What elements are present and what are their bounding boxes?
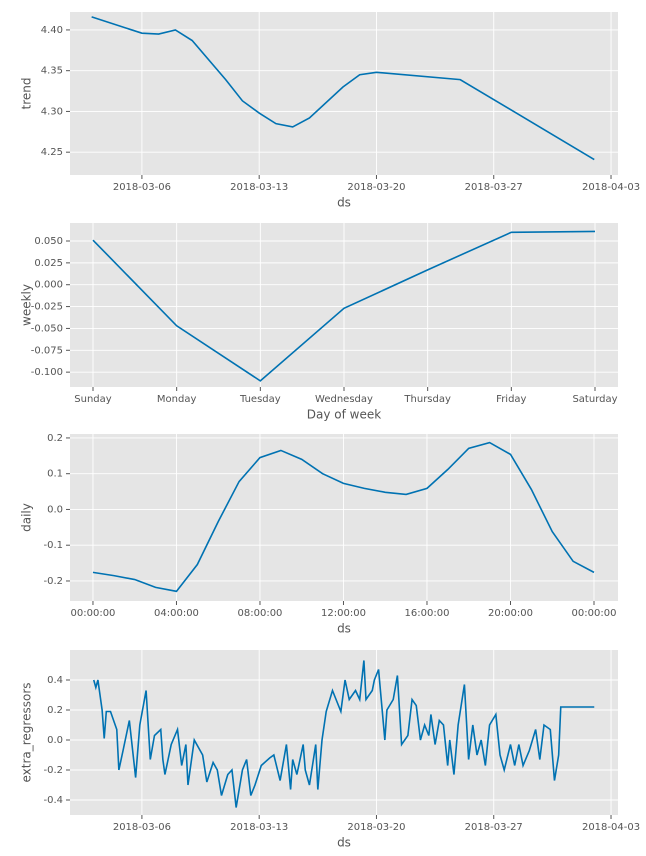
x-tick-label: Thursday [403, 394, 451, 405]
x-axis-label: Day of week [307, 408, 381, 422]
x-tick-label: 16:00:00 [405, 608, 450, 619]
x-tick-label: Sunday [74, 394, 111, 405]
y-tick-label: 0.2 [47, 433, 63, 444]
y-tick-label: 0.4 [47, 675, 63, 686]
x-tick-label: 2018-03-27 [465, 822, 523, 833]
y-tick-label: 0.050 [34, 236, 63, 247]
plot-background [70, 434, 618, 601]
x-tick-label: 12:00:00 [321, 608, 366, 619]
x-tick-label: 2018-03-13 [230, 822, 288, 833]
y-tick-label: -0.2 [43, 576, 63, 587]
y-tick-label: -0.025 [31, 302, 63, 313]
y-tick-label: 0.0 [47, 504, 63, 515]
x-tick-label: 2018-03-06 [113, 822, 171, 833]
x-tick-label: 2018-04-03 [582, 822, 640, 833]
x-tick-label: 00:00:00 [572, 608, 617, 619]
y-tick-label: 0.000 [34, 280, 63, 291]
x-tick-label: 2018-03-13 [230, 182, 288, 193]
data-line [92, 441, 595, 593]
y-tick-label: -0.075 [31, 345, 63, 356]
x-tick-label: 00:00:00 [71, 608, 116, 619]
y-tick-label: 4.35 [41, 66, 63, 77]
x-tick-label: 2018-03-27 [465, 182, 523, 193]
y-tick-label: -0.050 [31, 323, 63, 334]
y-axis-label: extra_regressors [20, 682, 34, 782]
data-line [92, 660, 595, 808]
x-tick-label: Saturday [572, 394, 617, 405]
x-tick-label: Friday [496, 394, 526, 405]
y-tick-label: 0.0 [47, 735, 63, 746]
x-axis-label: ds [337, 622, 351, 636]
x-tick-label: 08:00:00 [238, 608, 283, 619]
y-axis-label: daily [20, 503, 34, 532]
y-tick-label: 0.025 [34, 258, 63, 269]
plot-background [70, 12, 618, 175]
y-tick-label: 0.2 [47, 705, 63, 716]
y-axis-label: weekly [20, 284, 34, 326]
y-tick-label: 4.25 [41, 147, 63, 158]
y-axis-label: trend [20, 78, 34, 110]
y-tick-label: -0.4 [43, 795, 63, 806]
x-tick-label: 2018-03-20 [347, 822, 405, 833]
x-axis-label: ds [337, 196, 351, 210]
x-tick-label: 20:00:00 [488, 608, 533, 619]
y-tick-label: -0.2 [43, 765, 63, 776]
y-tick-label: 4.30 [41, 106, 63, 117]
y-tick-label: -0.1 [43, 540, 63, 551]
y-tick-label: 0.1 [47, 469, 63, 480]
x-tick-label: 2018-04-03 [582, 182, 640, 193]
x-tick-label: Wednesday [315, 394, 373, 405]
x-tick-label: 2018-03-20 [347, 182, 405, 193]
data-line [91, 16, 595, 161]
y-tick-label: 4.40 [41, 25, 63, 36]
x-axis-label: ds [337, 836, 351, 850]
x-tick-label: 04:00:00 [154, 608, 199, 619]
x-tick-label: Monday [157, 394, 197, 405]
x-tick-label: Tuesday [239, 394, 281, 405]
x-tick-label: 2018-03-06 [113, 182, 171, 193]
y-tick-label: -0.100 [31, 367, 63, 378]
data-line [92, 230, 596, 382]
